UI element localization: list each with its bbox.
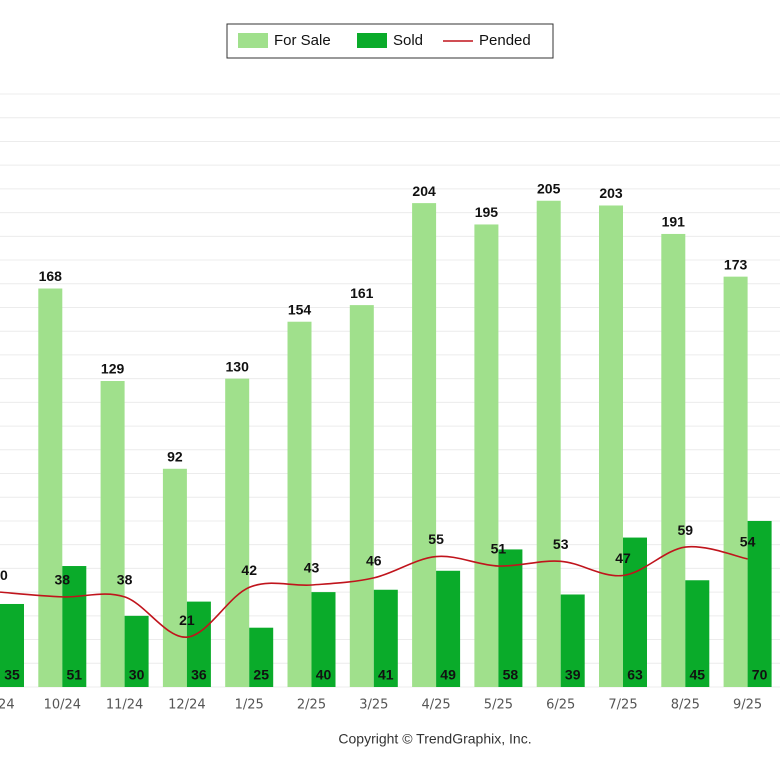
- value-label: 42: [241, 562, 257, 578]
- bar: [62, 566, 87, 687]
- bar: [661, 233, 686, 687]
- bar: [599, 205, 623, 687]
- x-tick-label: 12/24: [168, 698, 205, 713]
- bar: [311, 592, 336, 687]
- value-label: 130: [226, 358, 250, 374]
- plot: 1671681299213015416120419520520319117335…: [0, 93, 780, 713]
- value-label: 43: [304, 560, 320, 576]
- legend-swatch: [357, 33, 387, 48]
- value-label: 38: [117, 572, 133, 588]
- value-label: 168: [39, 268, 63, 284]
- value-label: 191: [662, 214, 686, 230]
- bar: [412, 203, 437, 687]
- bar: [225, 378, 250, 687]
- bar: [162, 468, 187, 687]
- legend-swatch: [238, 33, 268, 48]
- value-label: 38: [55, 572, 71, 588]
- value-label: 204: [412, 183, 436, 199]
- x-tick-label: 8/25: [671, 698, 700, 713]
- bar: [186, 601, 211, 687]
- x-tick-label: 9/24: [0, 698, 15, 713]
- value-label: 63: [627, 667, 643, 683]
- bar: [0, 603, 24, 687]
- bar: [536, 200, 561, 688]
- value-label: 49: [440, 667, 456, 683]
- value-label: 161: [350, 285, 374, 301]
- x-tick-label: 5/25: [484, 698, 513, 713]
- bar: [498, 549, 523, 687]
- x-tick-label: 7/25: [608, 698, 637, 713]
- value-label: 51: [67, 667, 83, 683]
- x-tick-label: 6/25: [546, 698, 575, 713]
- bar: [373, 589, 398, 687]
- value-label: 41: [378, 667, 394, 683]
- x-tick-label: 9/25: [733, 698, 762, 713]
- value-label: 195: [475, 204, 499, 220]
- bar: [560, 594, 585, 687]
- x-tick-label: 11/24: [106, 698, 143, 713]
- value-label: 39: [565, 667, 581, 683]
- x-tick-label: 2/25: [297, 698, 326, 713]
- value-label: 70: [752, 667, 768, 683]
- bar: [349, 305, 374, 687]
- copyright: Copyright © TrendGraphix, Inc.: [338, 731, 531, 747]
- value-label: 203: [599, 185, 623, 201]
- value-label: 51: [491, 541, 507, 557]
- value-label: 46: [366, 553, 382, 569]
- value-label: 30: [129, 667, 145, 683]
- value-label: 45: [690, 667, 706, 683]
- value-label: 25: [253, 667, 269, 683]
- bar: [474, 224, 499, 687]
- bar: [287, 321, 312, 687]
- x-tick-label: 3/25: [359, 698, 388, 713]
- value-label: 55: [428, 531, 444, 547]
- x-tick-label: 4/25: [421, 698, 450, 713]
- bar: [38, 288, 63, 687]
- value-label: 35: [4, 667, 20, 683]
- value-label: 36: [191, 667, 207, 683]
- x-tick-label: 1/25: [235, 698, 264, 713]
- bar: [623, 537, 647, 687]
- bar: [100, 381, 125, 687]
- legend-label: Sold: [393, 32, 423, 49]
- value-label: 54: [740, 534, 756, 550]
- bar: [747, 520, 772, 687]
- value-label: 21: [179, 612, 195, 628]
- value-label: 92: [167, 448, 183, 464]
- bar: [436, 570, 461, 687]
- legend-box: [226, 23, 554, 59]
- value-label: 59: [678, 522, 694, 538]
- bar: [124, 615, 149, 687]
- line: [0, 545, 748, 638]
- value-label: 205: [537, 180, 561, 196]
- value-label: 154: [288, 301, 312, 317]
- bar: [249, 627, 274, 687]
- value-label: 173: [724, 256, 748, 272]
- legend-label: Pended: [479, 32, 531, 49]
- bar: [685, 580, 710, 687]
- value-label: 58: [503, 667, 519, 683]
- legend-label: For Sale: [274, 32, 331, 49]
- value-label: 47: [615, 550, 631, 566]
- value-label: 40: [0, 567, 8, 583]
- x-tick-label: 10/24: [44, 698, 81, 713]
- value-label: 53: [553, 536, 569, 552]
- value-label: 129: [101, 361, 125, 377]
- value-label: 40: [316, 667, 332, 683]
- bar: [723, 276, 748, 687]
